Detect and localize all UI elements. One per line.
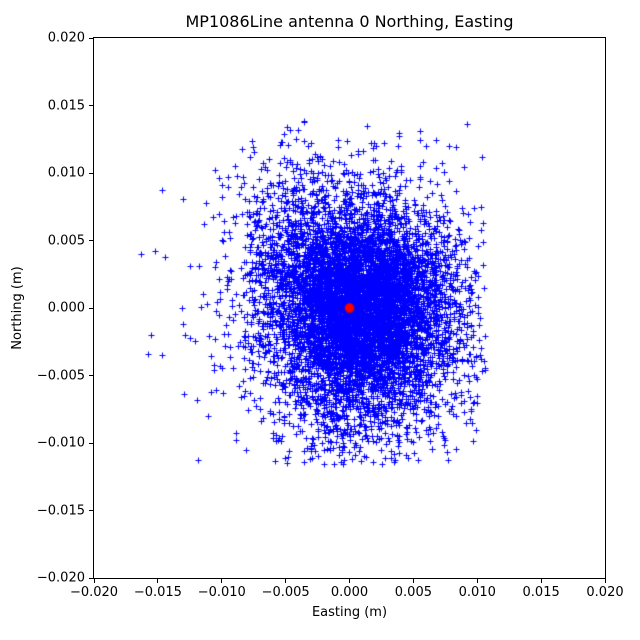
x-tick-mark (412, 579, 414, 583)
x-tick-label: −0.005 (261, 585, 310, 600)
y-tick-label: −0.015 (36, 503, 85, 518)
x-tick-mark (157, 579, 159, 583)
x-tick-label: −0.015 (133, 585, 182, 600)
y-tick-mark (89, 307, 93, 309)
y-tick-mark (89, 105, 93, 106)
x-tick-mark (349, 579, 350, 583)
x-tick-label: −0.020 (69, 585, 119, 600)
x-tick-label: 0.020 (586, 585, 624, 600)
x-tick-mark (93, 579, 95, 583)
y-tick-mark (89, 172, 93, 174)
y-tick-mark (89, 240, 93, 241)
x-tick-label: 0.015 (522, 585, 560, 600)
y-tick-label: 0.015 (47, 98, 85, 113)
x-tick-label: −0.010 (197, 585, 246, 600)
x-tick-mark (540, 579, 542, 583)
y-tick-label: 0.005 (47, 233, 85, 248)
chart-title: MP1086Line antenna 0 Northing, Easting (185, 12, 514, 31)
y-tick-mark (89, 442, 93, 444)
x-tick-label: 0.000 (330, 585, 369, 600)
y-tick-label: −0.020 (36, 570, 85, 586)
y-tick-label: 0.000 (47, 300, 85, 316)
y-axis-label: Northing (m) (10, 266, 25, 350)
y-tick-mark (89, 577, 93, 579)
x-tick-mark (221, 579, 223, 583)
x-axis-label: Easting (m) (311, 605, 388, 620)
x-tick-mark (476, 579, 478, 583)
x-tick-mark (604, 579, 606, 583)
y-tick-label: 0.010 (47, 165, 85, 181)
scatter-canvas (94, 38, 605, 578)
y-tick-mark (89, 37, 93, 39)
x-tick-label: 0.005 (394, 585, 432, 600)
y-tick-label: −0.010 (36, 435, 85, 451)
x-tick-mark (285, 579, 287, 583)
x-tick-label: 0.010 (458, 585, 496, 600)
y-tick-label: −0.005 (36, 368, 85, 383)
y-tick-mark (89, 510, 93, 511)
plot-area (93, 37, 606, 579)
y-tick-mark (89, 375, 93, 376)
y-tick-label: 0.020 (47, 30, 85, 46)
